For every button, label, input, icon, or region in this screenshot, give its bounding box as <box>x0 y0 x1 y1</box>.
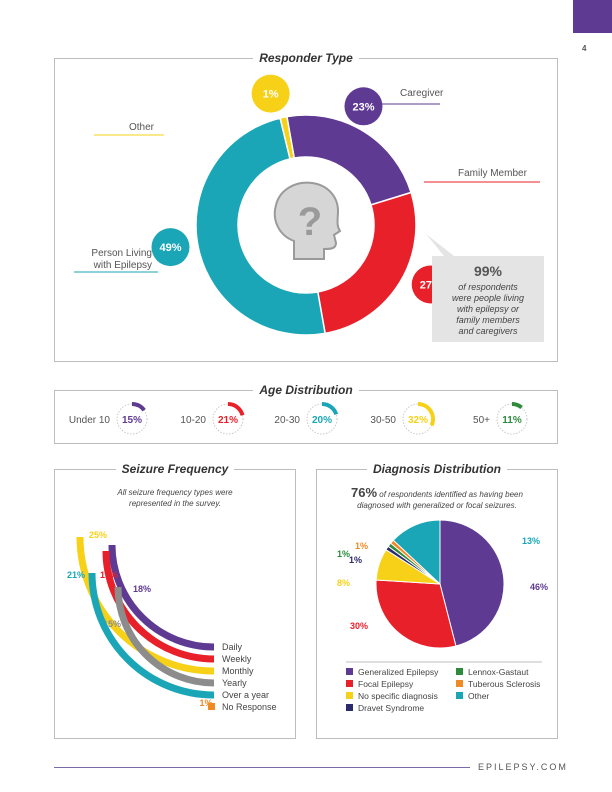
legend-swatch-dravet-syndrome <box>346 704 353 711</box>
age-value-20-30: 20% <box>312 415 332 426</box>
diagnosis-distribution-chart: 76% of respondents identified as having … <box>337 485 548 713</box>
category-label-caregiver: Caregiver <box>400 88 444 99</box>
seizure-category-over-a-year: Over a year <box>222 690 269 700</box>
callout-box <box>432 256 544 342</box>
pie-value-lennox-gastaut: 1% <box>337 549 350 559</box>
seizure-value-no-response: 1% <box>199 698 212 708</box>
age-value-under-10: 15% <box>122 415 142 426</box>
slice-other <box>279 115 296 160</box>
head-question-icon: ? <box>273 181 342 260</box>
bubble-person-living-with-epilepsy <box>151 228 190 267</box>
legend-swatch-other <box>456 692 463 699</box>
seizure-category-weekly: Weekly <box>222 654 252 664</box>
callout-pointer <box>426 234 454 256</box>
pie-slice-other <box>392 519 441 586</box>
age-category-under-10: Under 10 <box>69 415 111 426</box>
seizure-subtitle-2: represented in the survey. <box>129 499 221 508</box>
seizure-arc-yearly <box>114 586 215 687</box>
callout-percent: 99% <box>474 263 503 279</box>
legend-label-no-specific-diagnosis: No specific diagnosis <box>358 691 438 701</box>
category-label-other: Other <box>129 122 155 133</box>
responder-type-title: Responder Type <box>0 51 612 65</box>
seizure-subtitle-1: All seizure frequency types were <box>116 488 233 497</box>
pie-value-dravet-syndrome: 1% <box>349 555 362 565</box>
seizure-arc-daily <box>108 544 215 651</box>
category-label-person-living-with-epilepsy: Person Living <box>91 248 152 259</box>
legend-label-other: Other <box>468 691 489 701</box>
callout-line-5: and caregivers <box>458 326 518 336</box>
seizure-category-yearly: Yearly <box>222 678 247 688</box>
seizure-arc-over-a-year <box>88 572 215 699</box>
bubble-caregiver <box>344 87 383 126</box>
seizure-value-over-a-year: 21% <box>67 570 85 580</box>
legend-swatch-generalized-epilepsy <box>346 668 353 675</box>
callout-line-1: of respondents <box>458 282 518 292</box>
seizure-value-daily: 18% <box>133 584 151 594</box>
legend-swatch-no-specific-diagnosis <box>346 692 353 699</box>
pie-value-generalized-epilepsy: 46% <box>530 582 548 592</box>
slice-person-living-with-epilepsy <box>195 117 326 336</box>
diagnosis-headline-2: diagnosed with generalized or focal seiz… <box>357 501 517 510</box>
seizure-value-yearly: 15% <box>103 619 121 629</box>
footer-line <box>54 767 470 768</box>
seizure-category-no-response: No Response <box>222 702 277 712</box>
seizure-bar-no-response <box>208 703 215 710</box>
seizure-category-daily: Daily <box>222 642 243 652</box>
slice-family-member <box>316 191 417 335</box>
value-label-other: 1% <box>263 89 279 101</box>
age-arc-30-50 <box>417 402 435 427</box>
callout-line-3: with epilepsy or <box>457 304 520 314</box>
pie-value-focal-epilepsy: 30% <box>350 621 368 631</box>
seizure-arc-weekly <box>102 550 215 663</box>
legend-swatch-lennox-gastaut <box>456 668 463 675</box>
legend-label-dravet-syndrome: Dravet Syndrome <box>358 703 424 713</box>
footer-site: EPILEPSY.COM <box>478 762 568 772</box>
age-distribution-title: Age Distribution <box>0 383 612 397</box>
legend-label-lennox-gastaut: Lennox-Gastaut <box>468 667 529 677</box>
callout-line-2: were people living <box>452 293 524 303</box>
callout-line-4: family members <box>456 315 520 325</box>
value-label-person-living-with-epilepsy: 49% <box>159 242 181 254</box>
age-distribution-chart: Under 10 15% 10-20 21% 20-30 20% 30-50 32% 50+ 11… <box>69 402 528 435</box>
page-number: 4 <box>582 44 587 53</box>
legend-swatch-tuberous-sclerosis <box>456 680 463 687</box>
age-arc-50 <box>511 402 523 410</box>
head-silhouette <box>273 181 342 260</box>
age-arc-10-20 <box>227 402 245 416</box>
question-mark-glyph: ? <box>298 200 322 244</box>
category-label-person-living-with-epilepsy-2: with Epilepsy <box>93 260 152 271</box>
age-category-50: 50+ <box>473 415 490 426</box>
seizure-frequency-chart: All seizure frequency types were represen… <box>67 488 277 712</box>
age-category-10-20: 10-20 <box>180 415 206 426</box>
pie-value-other: 13% <box>522 536 540 546</box>
pie-slice-generalized-epilepsy <box>439 519 505 647</box>
diagnosis-headline-1: 76% of respondents identified as having … <box>351 485 523 500</box>
category-label-family-member: Family Member <box>458 168 528 179</box>
seizure-value-weekly: 19% <box>100 570 118 580</box>
age-arc-under-10 <box>131 402 146 412</box>
age-category-30-50: 30-50 <box>370 415 396 426</box>
pie-value-no-specific-diagnosis: 8% <box>337 578 350 588</box>
seizure-frequency-title: Seizure Frequency <box>54 462 296 476</box>
legend-swatch-focal-epilepsy <box>346 680 353 687</box>
age-value-10-20: 21% <box>218 415 238 426</box>
legend-label-focal-epilepsy: Focal Epilepsy <box>358 679 414 689</box>
legend-label-tuberous-sclerosis: Tuberous Sclerosis <box>468 679 540 689</box>
seizure-value-monthly: 25% <box>89 530 107 540</box>
age-value-50: 11% <box>502 415 522 426</box>
seizure-category-monthly: Monthly <box>222 666 254 676</box>
legend-label-generalized-epilepsy: Generalized Epilepsy <box>358 667 439 677</box>
bubble-other <box>251 74 290 113</box>
seizure-arc-monthly <box>76 536 215 675</box>
age-arc-20-30 <box>321 402 339 416</box>
value-label-caregiver: 23% <box>352 101 374 113</box>
corner-tab <box>573 0 612 33</box>
pie-value-tuberous-sclerosis: 1% <box>355 541 368 551</box>
age-value-30-50: 32% <box>408 415 428 426</box>
diagnosis-distribution-title: Diagnosis Distribution <box>316 462 558 476</box>
age-category-20-30: 20-30 <box>274 415 300 426</box>
pie-slice-focal-epilepsy <box>375 579 457 649</box>
